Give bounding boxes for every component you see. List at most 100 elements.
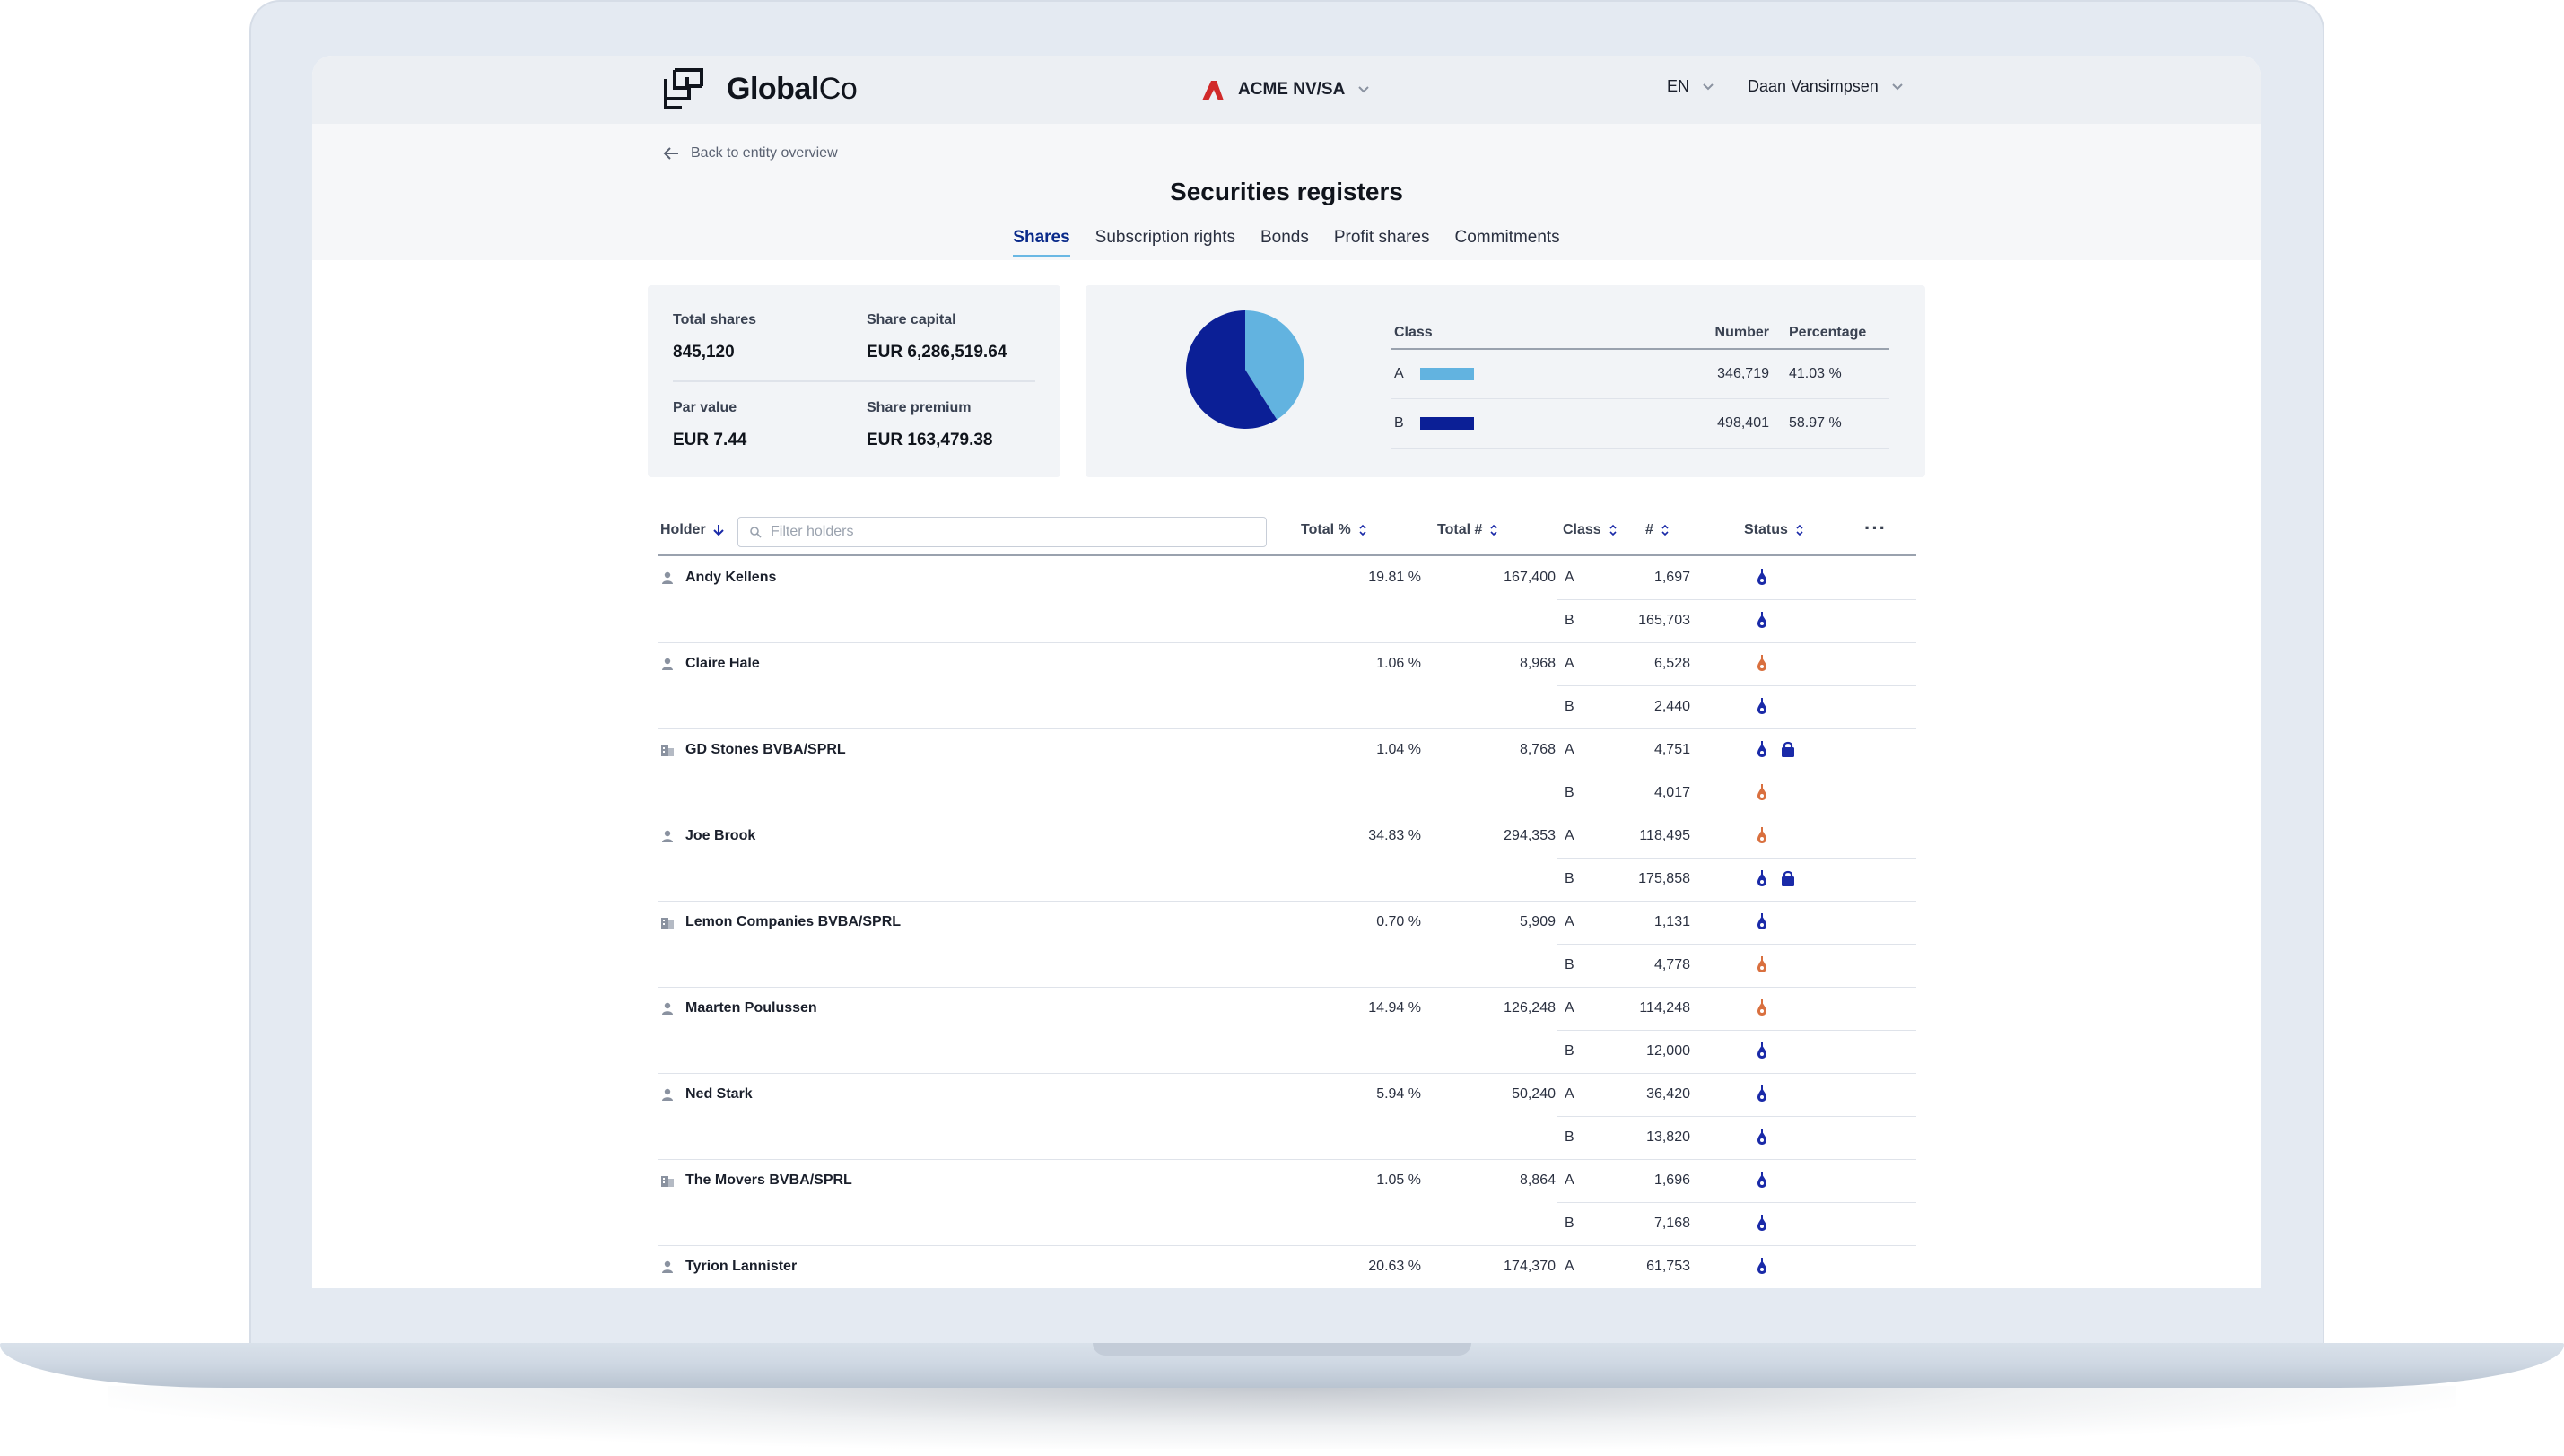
holder-cell[interactable]: Maarten Poulussen [660, 1000, 817, 1016]
total-num-cell: 5,909 [1519, 914, 1556, 929]
holder-cell[interactable]: The Movers BVBA/SPRL [660, 1173, 852, 1189]
chevron-down-icon [1892, 83, 1903, 90]
pledge-lock-icon[interactable] [1780, 869, 1796, 887]
distribution-class-cell: B [1391, 415, 1669, 432]
holder-cell[interactable]: Joe Brook [660, 828, 755, 844]
person-icon [662, 830, 673, 842]
holder-cell[interactable]: Ned Stark [660, 1086, 753, 1103]
laptop-notch [1093, 1343, 1471, 1356]
share-class-pie-chart [1186, 310, 1304, 429]
table-row[interactable]: B 165,703 [658, 599, 1916, 642]
tab-commitments[interactable]: Commitments [1454, 228, 1560, 247]
blue-status-drop-icon[interactable] [1757, 869, 1767, 887]
brand-name: GlobalCo [727, 71, 858, 106]
sort-holder[interactable]: Holder [660, 522, 724, 538]
status-cell [1757, 783, 1767, 801]
tab-bonds[interactable]: Bonds [1260, 228, 1309, 247]
blue-status-drop-icon[interactable] [1757, 1171, 1767, 1189]
sort-class[interactable]: Class [1563, 522, 1618, 538]
blue-status-drop-icon[interactable] [1757, 1257, 1767, 1275]
blue-status-drop-icon[interactable] [1757, 1128, 1767, 1146]
total-shares-value: 845,120 [673, 343, 735, 362]
chevron-down-icon [1358, 86, 1370, 93]
tab-shares[interactable]: Shares [1013, 228, 1070, 257]
status-cell [1757, 611, 1767, 629]
share-count-cell: 114,248 [1639, 1000, 1690, 1016]
orange-status-drop-icon[interactable] [1757, 654, 1767, 672]
table-row[interactable]: B 2,440 [658, 685, 1916, 728]
sort-total-pct[interactable]: Total % [1301, 522, 1367, 538]
register-tabs: Shares Subscription rights Bonds Profit … [312, 228, 2261, 257]
brand-logo[interactable]: GlobalCo [662, 66, 858, 111]
holder-cell[interactable]: Lemon Companies BVBA/SPRL [660, 914, 901, 930]
tab-subscription-rights[interactable]: Subscription rights [1094, 228, 1235, 247]
table-row[interactable]: Ned Stark 5.94 % 50,240 A 36,420 [658, 1073, 1916, 1116]
building-icon [661, 918, 674, 929]
holder-cell[interactable]: Tyrion Lannister [660, 1259, 797, 1275]
sort-status[interactable]: Status [1744, 522, 1804, 538]
holder-group: The Movers BVBA/SPRL 1.05 % 8,864 A 1,696 B 7,… [658, 1159, 1916, 1245]
holder-cell[interactable]: Claire Hale [660, 656, 760, 672]
total-pct-cell: 20.63 % [1368, 1259, 1421, 1274]
filter-holders-field[interactable] [737, 517, 1267, 547]
distribution-class-cell: A [1391, 366, 1669, 382]
more-options-icon[interactable]: ··· [1864, 517, 1887, 539]
table-row[interactable]: B 13,820 [658, 1116, 1916, 1159]
total-pct-cell: 14.94 % [1368, 1000, 1421, 1016]
pie-slice-b [1186, 310, 1278, 429]
orange-status-drop-icon[interactable] [1757, 998, 1767, 1016]
blue-status-drop-icon[interactable] [1757, 697, 1767, 715]
table-row[interactable]: B 175,858 [658, 858, 1916, 901]
status-cell [1757, 826, 1767, 844]
table-row[interactable]: Claire Hale 1.06 % 8,968 A 6,528 [658, 642, 1916, 685]
total-shares-label: Total shares [673, 312, 757, 327]
table-row[interactable]: B 4,778 [658, 944, 1916, 987]
par-value-value: EUR 7.44 [673, 431, 747, 449]
header-total-pct: Total % [1301, 522, 1351, 537]
user-menu[interactable]: Daan Vansimpsen [1748, 77, 1904, 96]
holder-cell[interactable]: Andy Kellens [660, 570, 776, 586]
orange-status-drop-icon[interactable] [1757, 955, 1767, 973]
filter-holders-input[interactable] [771, 524, 1237, 540]
building-icon [661, 745, 674, 756]
entity-switcher[interactable]: ACME NV/SA [1200, 77, 1370, 102]
class-number: 346,719 [1717, 366, 1769, 381]
table-row[interactable]: B 4,017 [658, 772, 1916, 815]
blue-status-drop-icon[interactable] [1757, 611, 1767, 629]
table-row[interactable]: Maarten Poulussen 14.94 % 126,248 A 114,248 [658, 987, 1916, 1030]
pledge-lock-icon[interactable] [1780, 740, 1796, 758]
blue-status-drop-icon[interactable] [1757, 740, 1767, 758]
holder-cell[interactable]: GD Stones BVBA/SPRL [660, 742, 846, 758]
sort-icon [1490, 524, 1497, 536]
total-pct-cell: 0.70 % [1376, 914, 1421, 929]
table-row[interactable]: Joe Brook 34.83 % 294,353 A 118,495 [658, 815, 1916, 858]
blue-status-drop-icon[interactable] [1757, 1214, 1767, 1232]
table-row[interactable]: The Movers BVBA/SPRL 1.05 % 8,864 A 1,696 [658, 1159, 1916, 1202]
table-row[interactable]: Andy Kellens 19.81 % 167,400 A 1,697 [658, 556, 1916, 599]
table-row[interactable]: GD Stones BVBA/SPRL 1.04 % 8,768 A 4,751 [658, 728, 1916, 772]
header-number: Number [1714, 325, 1769, 340]
class-cell: A [1565, 1000, 1574, 1016]
holder-group: Tyrion Lannister 20.63 % 174,370 A 61,753 [658, 1245, 1916, 1288]
blue-status-drop-icon[interactable] [1757, 1042, 1767, 1059]
table-row[interactable]: Lemon Companies BVBA/SPRL 0.70 % 5,909 A 1,1… [658, 901, 1916, 944]
share-count-cell: 165,703 [1638, 613, 1690, 628]
orange-status-drop-icon[interactable] [1757, 826, 1767, 844]
class-cell: A [1565, 1086, 1574, 1102]
blue-status-drop-icon[interactable] [1757, 912, 1767, 930]
language-switcher[interactable]: EN [1667, 77, 1714, 96]
table-row[interactable]: Tyrion Lannister 20.63 % 174,370 A 61,753 [658, 1245, 1916, 1288]
tab-profit-shares[interactable]: Profit shares [1333, 228, 1430, 247]
table-row[interactable]: B 7,168 [658, 1202, 1916, 1245]
class-cell: A [1565, 570, 1574, 585]
blue-status-drop-icon[interactable] [1757, 568, 1767, 586]
table-row[interactable]: B 12,000 [658, 1030, 1916, 1073]
orange-status-drop-icon[interactable] [1757, 783, 1767, 801]
header-status: Status [1744, 522, 1788, 537]
total-num-cell: 50,240 [1512, 1086, 1556, 1102]
blue-status-drop-icon[interactable] [1757, 1085, 1767, 1103]
share-capital-label: Share capital [867, 312, 956, 327]
sort-num[interactable]: # [1645, 522, 1670, 538]
back-link[interactable]: Back to entity overview [662, 145, 838, 161]
sort-total-num[interactable]: Total # [1437, 522, 1498, 538]
